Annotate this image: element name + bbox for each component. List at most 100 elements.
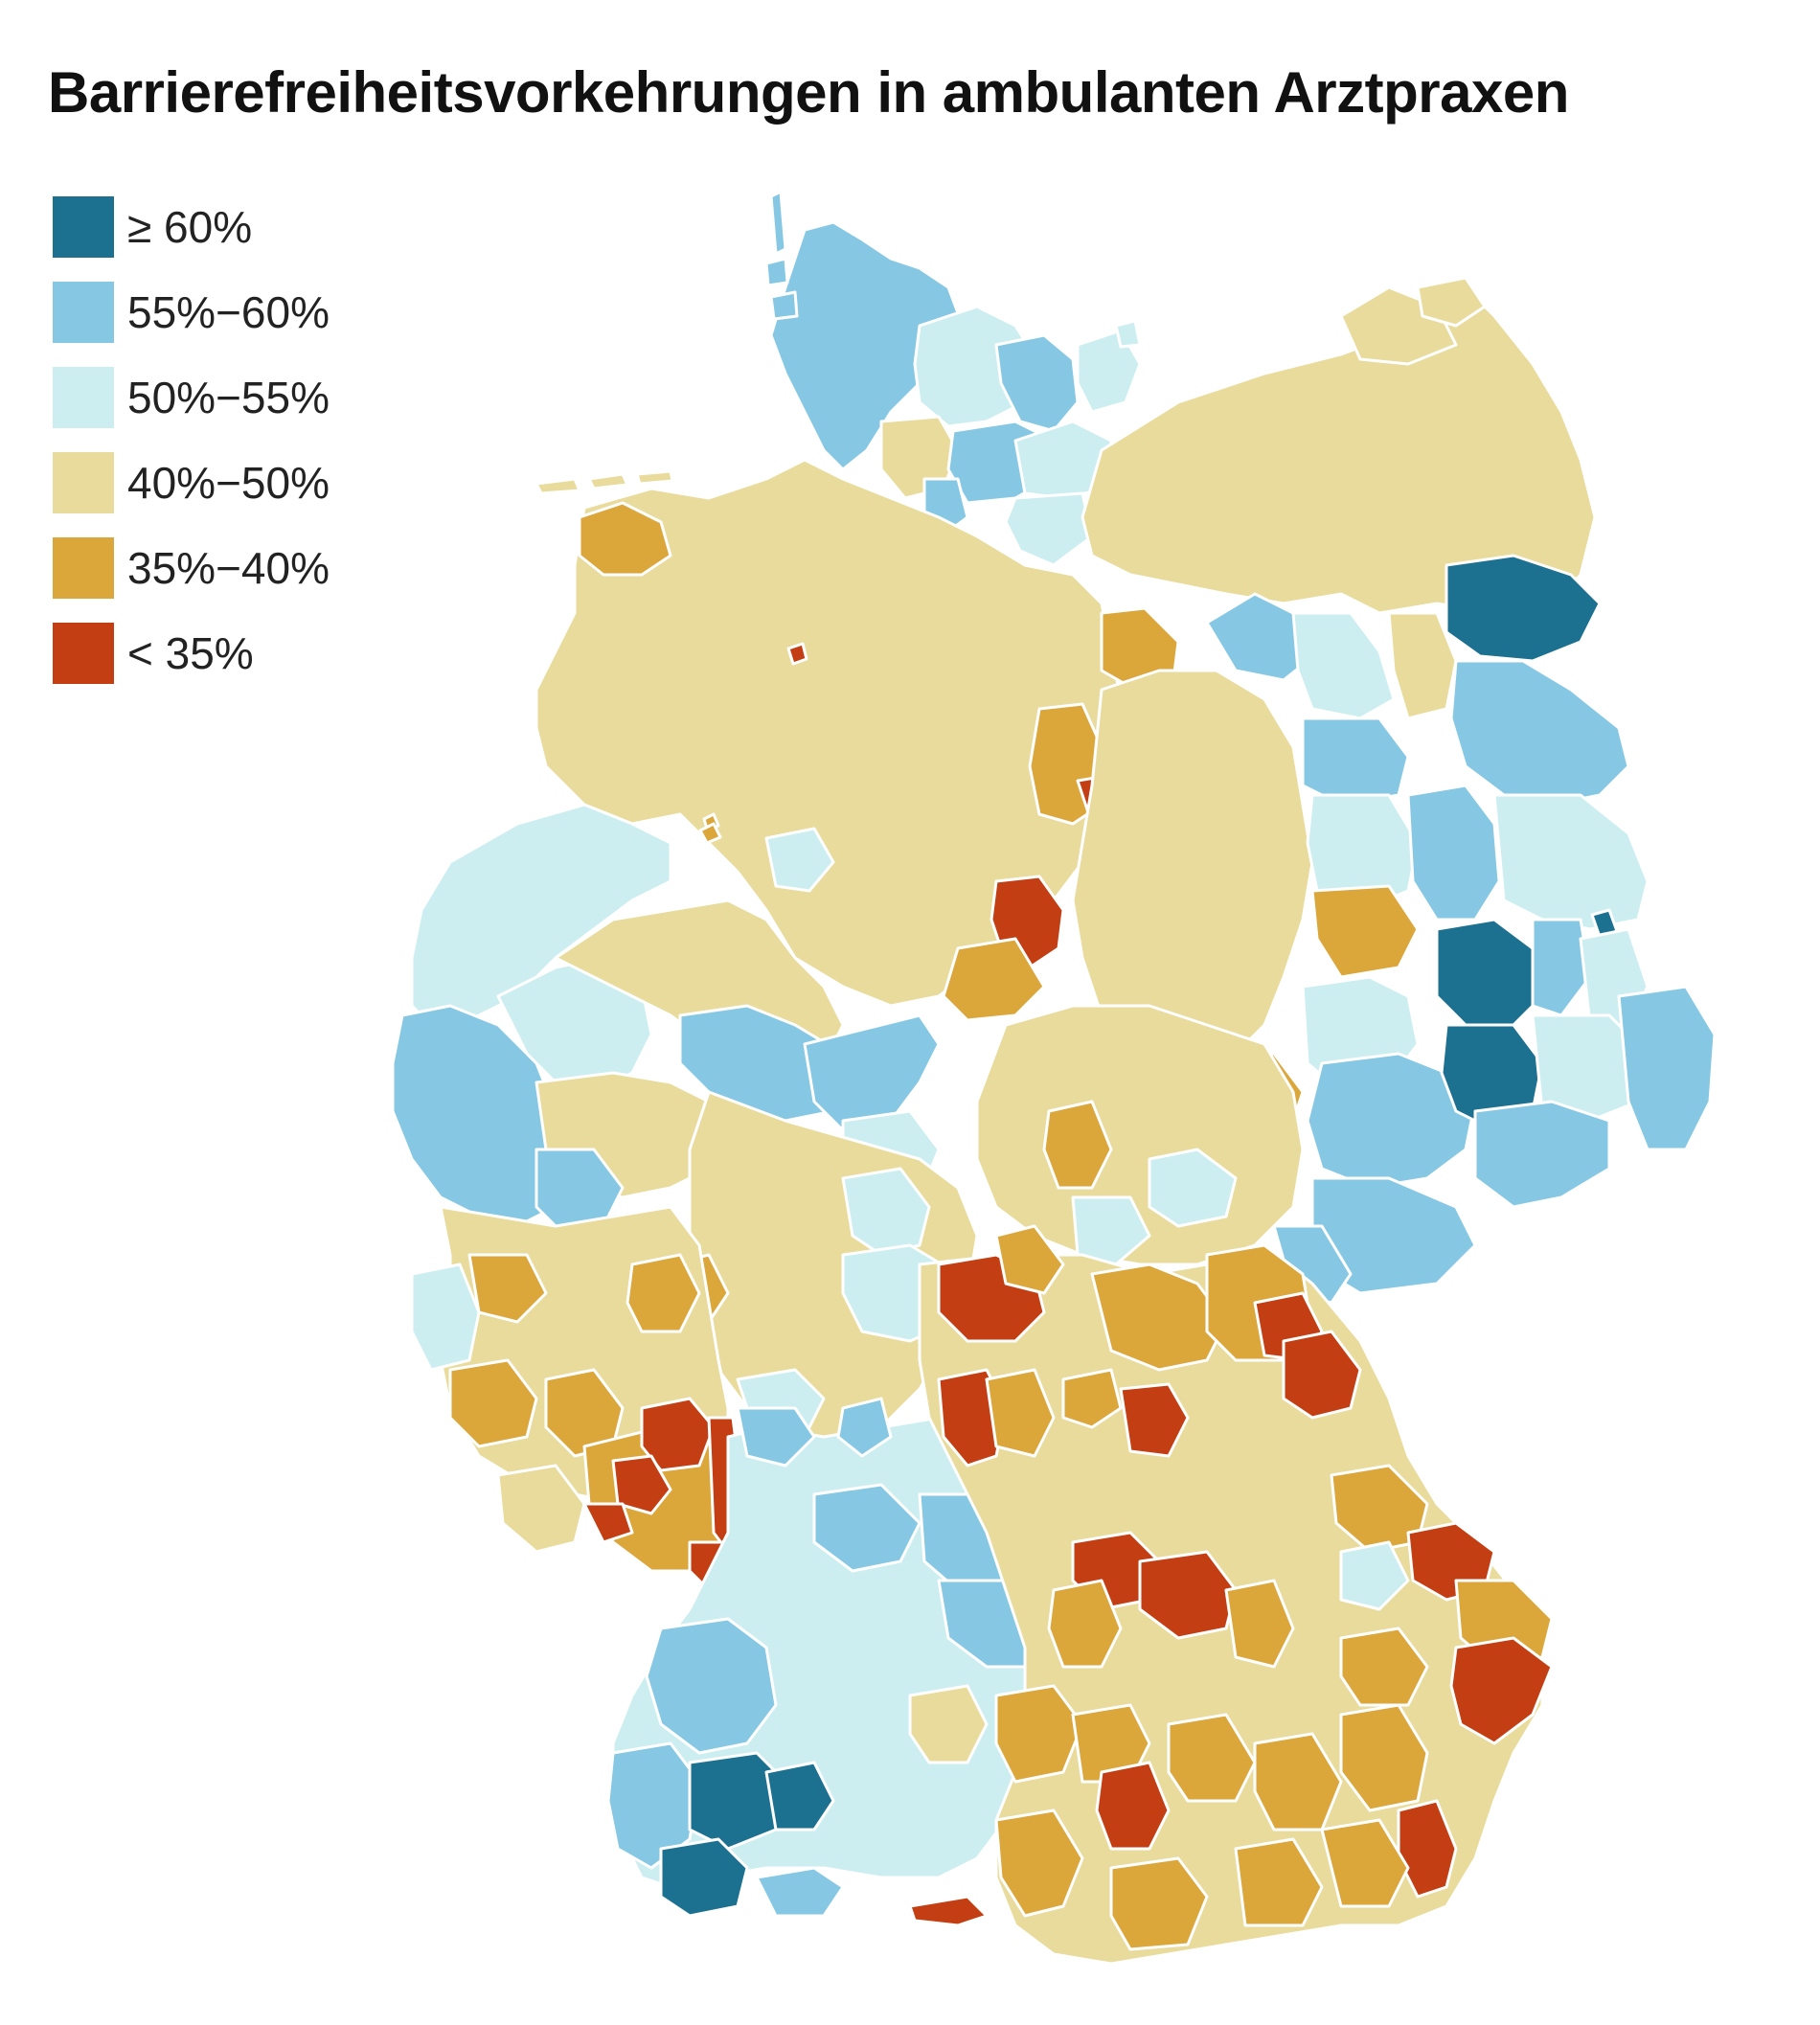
district-region	[578, 501, 672, 577]
district-region	[1114, 319, 1142, 349]
district-region	[1205, 592, 1309, 682]
district-region	[1445, 554, 1602, 663]
district-region	[764, 827, 835, 893]
district-region	[736, 1406, 816, 1468]
district-region	[1291, 611, 1396, 720]
legend-swatch-40-50	[53, 452, 114, 513]
district-region	[611, 1454, 672, 1515]
region-islands	[535, 190, 1142, 495]
district-region	[582, 1502, 634, 1544]
legend-label-40-50: 40%−50%	[127, 458, 330, 508]
legend-item-50-55: 50%−55%	[53, 367, 369, 428]
district-region	[1234, 1837, 1324, 1927]
district-region	[1282, 1330, 1362, 1420]
legend-swatch-below-35	[53, 623, 114, 684]
legend-swatch-35-40	[53, 537, 114, 599]
region-baden-wuerttemberg	[606, 1397, 1046, 1927]
district-region	[994, 1809, 1084, 1918]
district-region	[985, 1368, 1056, 1458]
district-region	[1071, 669, 1314, 1075]
district-region	[467, 1253, 548, 1324]
district-region	[769, 290, 799, 321]
district-region	[1406, 784, 1501, 921]
district-region	[640, 1397, 716, 1472]
district-region	[1119, 1382, 1190, 1458]
district-region	[908, 1684, 989, 1764]
district-region	[1047, 1579, 1123, 1669]
legend-swatch-50-55	[53, 367, 114, 428]
district-region	[1301, 717, 1410, 807]
legend-label-35-40: 35%−40%	[127, 543, 330, 593]
district-region	[1339, 1627, 1429, 1707]
district-region	[1310, 884, 1420, 979]
district-region	[755, 1866, 845, 1918]
district-region	[535, 477, 581, 495]
district-region	[1473, 1100, 1611, 1209]
region-brandenburg	[1205, 554, 1649, 1027]
district-region	[908, 1895, 989, 1927]
district-region	[1449, 659, 1630, 807]
region-thueringen	[975, 1004, 1305, 1266]
district-region	[769, 220, 965, 471]
district-region	[1109, 1856, 1209, 1951]
legend-item-55-60: 55%−60%	[53, 282, 369, 343]
district-region	[1449, 1636, 1554, 1745]
district-region	[1617, 985, 1717, 1151]
district-region	[1492, 793, 1649, 931]
district-region	[1339, 1540, 1410, 1611]
district-region	[587, 472, 629, 490]
region-rheinland-pfalz	[410, 1205, 744, 1592]
region-bayern	[918, 1224, 1554, 1966]
district-region	[448, 1358, 538, 1448]
district-region	[841, 1167, 931, 1257]
district-region	[1306, 1052, 1477, 1190]
district-region	[1148, 1148, 1238, 1228]
district-region	[635, 469, 674, 486]
district-region	[994, 333, 1080, 433]
region-nrw	[391, 803, 941, 1238]
legend-item-40-50: 40%−50%	[53, 452, 369, 513]
district-region	[994, 1684, 1084, 1784]
legend-item-60-plus: ≥ 60%	[53, 196, 369, 258]
district-region	[786, 642, 808, 666]
district-region	[626, 1253, 701, 1333]
legend-label-55-60: 55%−60%	[127, 287, 330, 337]
region-schleswig-holstein	[769, 220, 1142, 567]
district-region	[803, 1013, 941, 1132]
district-region	[410, 1263, 481, 1372]
legend-swatch-60-plus	[53, 196, 114, 258]
region-mecklenburg-vorpommern	[1081, 276, 1597, 615]
district-region	[1339, 1703, 1429, 1812]
district-region	[1071, 1703, 1151, 1784]
district-region	[764, 1761, 835, 1832]
district-region	[496, 1464, 586, 1554]
district-region	[994, 1224, 1065, 1295]
legend-label-60-plus: ≥ 60%	[127, 202, 253, 252]
district-region	[1042, 1100, 1113, 1190]
district-region	[1095, 1761, 1171, 1851]
district-region	[1138, 1550, 1238, 1640]
district-region	[942, 937, 1046, 1022]
district-region	[1224, 1579, 1295, 1669]
legend-item-below-35: < 35%	[53, 623, 369, 684]
district-region	[836, 1397, 893, 1458]
region-hessen	[669, 1090, 979, 1448]
district-region	[391, 1004, 567, 1228]
district-region	[1004, 491, 1094, 567]
district-region	[645, 1617, 778, 1755]
district-region	[659, 1837, 749, 1918]
district-region	[1416, 276, 1487, 328]
legend: ≥ 60% 55%−60% 50%−55% 40%−50% 35%−40% < …	[53, 196, 369, 708]
district-region	[1387, 611, 1458, 720]
region-sachsen	[1272, 975, 1717, 1305]
legend-swatch-55-60	[53, 282, 114, 343]
district-region	[764, 257, 789, 287]
legend-item-35-40: 35%−40%	[53, 537, 369, 599]
district-region	[1061, 1368, 1123, 1429]
district-region	[1320, 1818, 1410, 1908]
map-title: Barrierefreiheitsvorkehrungen in ambulan…	[48, 60, 1569, 125]
legend-label-50-55: 50%−55%	[127, 373, 330, 422]
district-region	[1435, 918, 1544, 1027]
district-region	[1531, 918, 1592, 1017]
